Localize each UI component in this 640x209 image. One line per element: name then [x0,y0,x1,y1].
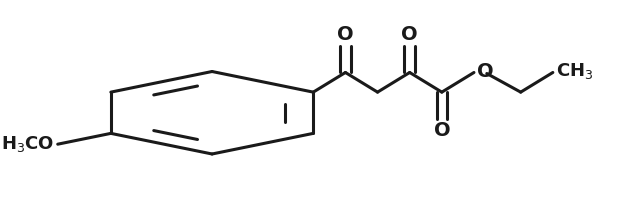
Text: O: O [433,121,450,140]
Text: O: O [401,25,418,44]
Text: O: O [477,62,493,81]
Text: CH$_3$: CH$_3$ [556,61,593,82]
Text: O: O [337,25,354,44]
Text: H$_3$CO: H$_3$CO [1,134,55,154]
